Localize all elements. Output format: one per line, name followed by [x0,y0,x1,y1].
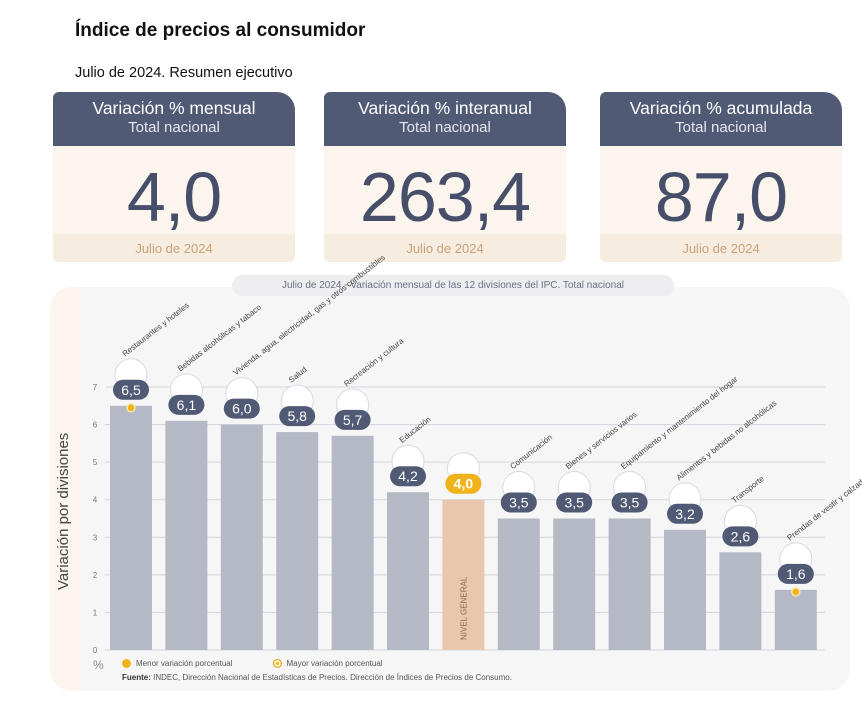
legend-item-max: Mayor variación porcentual [272,659,383,668]
category-label: Comunicación [508,433,553,471]
kpi-body: 4,0 Julio de 2024 [53,146,295,262]
kpi-card-interanual: Variación % interanual Total nacional 26… [324,92,566,262]
value-badge [611,492,648,513]
y-tick-label: 3 [93,533,98,542]
kpi-footer: Julio de 2024 [406,241,484,256]
kpi-card-acumulada: Variación % acumulada Total nacional 87,… [600,92,842,262]
bar [719,552,762,650]
min-marker [791,587,801,597]
legend-item-min: Menor variación porcentual [122,659,233,668]
data-label: 4,2 [398,468,418,484]
bar [165,420,208,650]
kpi-header: Variación % interanual Total nacional [324,92,566,146]
category-label: Educación [398,415,433,445]
source-note: Fuente: INDEC, Dirección Nacional de Est… [122,673,512,682]
kpi-body: 263,4 Julio de 2024 [324,146,566,262]
data-label: 5,8 [287,408,307,424]
y-tick-label: 6 [93,421,98,430]
data-label: 2,6 [731,528,751,544]
bar [442,499,485,650]
bar [608,518,651,650]
value-badge [500,492,537,513]
kpi-header: Variación % mensual Total nacional [53,92,295,146]
kpi-card-mensual: Variación % mensual Total nacional 4,0 J… [53,92,295,262]
kpi-header: Variación % acumulada Total nacional [600,92,842,146]
y-tick-label: 4 [93,496,98,505]
value-badge [556,492,593,513]
kpi-body: 87,0 Julio de 2024 [600,146,842,262]
data-label: 6,5 [121,382,141,398]
data-label: 3,5 [509,495,529,511]
value-badge [334,409,371,430]
kpi-title: Variación % acumulada [629,98,813,118]
data-label: 3,5 [620,495,640,511]
bar [387,492,429,650]
value-badge [113,379,149,400]
legend-label: Menor variación porcentual [136,659,233,668]
kpi-subtitle: Total nacional [128,119,220,136]
max-marker-icon [272,659,282,668]
category-label: Restaurantes y hoteles [121,301,191,358]
category-label: Prendas de vestir y calzado [785,475,862,543]
legend: Menor variación porcentual Mayor variaci… [122,659,383,668]
value-badge [722,526,759,547]
value-badge [445,473,482,494]
kpi-value: 4,0 [126,158,222,236]
category-label: Recreación y cultura [342,336,405,388]
kpi-foot-strip [324,234,566,262]
source-label: Fuente: [122,673,151,682]
value-badge [279,406,316,427]
y-axis-unit: % [93,658,104,672]
data-label: 3,2 [675,506,695,522]
bar [220,424,263,650]
chart-title: Julio de 2024 - Variación mensual de las… [232,275,674,296]
y-tick-label: 2 [93,571,98,580]
kpi-title: Variación % mensual [92,98,256,118]
category-label: Salud [287,365,309,385]
kpi-foot-strip [53,234,295,262]
data-label: 5,7 [343,412,363,428]
legend-label: Mayor variación porcentual [286,659,383,668]
kpi-subtitle: Total nacional [675,119,767,136]
data-label: 1,6 [786,566,806,582]
category-label: Equipamiento y mantenimiento del hogar [619,374,739,471]
data-label: 6,1 [177,397,197,413]
page-title: Índice de precios al consumidor [75,20,366,41]
kpi-foot-strip [600,234,842,262]
data-label: 6,0 [232,401,252,417]
value-badge [390,466,426,487]
bar [774,589,817,650]
min-marker-icon [122,659,131,668]
bar [664,529,706,650]
value-badge [777,563,814,584]
data-label: 3,5 [564,495,584,511]
value-badge [223,398,260,419]
category-label: Transporte [730,474,766,505]
y-tick-label: 7 [93,383,98,392]
category-label: NIVEL GENERAL [459,576,468,640]
y-tick-label: 0 [93,646,98,655]
kpi-title: Variación % interanual [358,98,532,118]
y-axis-label-tab [50,287,82,691]
bar [331,435,374,650]
kpi-value: 87,0 [654,158,788,236]
bar [497,518,540,650]
kpi-footer: Julio de 2024 [682,241,760,256]
data-label: 4,0 [454,476,474,492]
value-badge [667,503,703,524]
value-badge [168,394,205,415]
source-text: INDEC, Dirección Nacional de Estadística… [153,673,512,682]
y-tick-label: 1 [93,608,98,617]
bar [553,518,596,650]
bar [110,405,152,650]
kpi-subtitle: Total nacional [399,119,491,136]
y-tick-label: 5 [93,458,98,467]
bar [276,432,319,650]
max-marker [126,403,136,413]
page-subtitle: Julio de 2024. Resumen ejecutivo [75,65,293,81]
kpi-footer: Julio de 2024 [135,241,213,256]
kpi-value: 263,4 [359,158,531,236]
